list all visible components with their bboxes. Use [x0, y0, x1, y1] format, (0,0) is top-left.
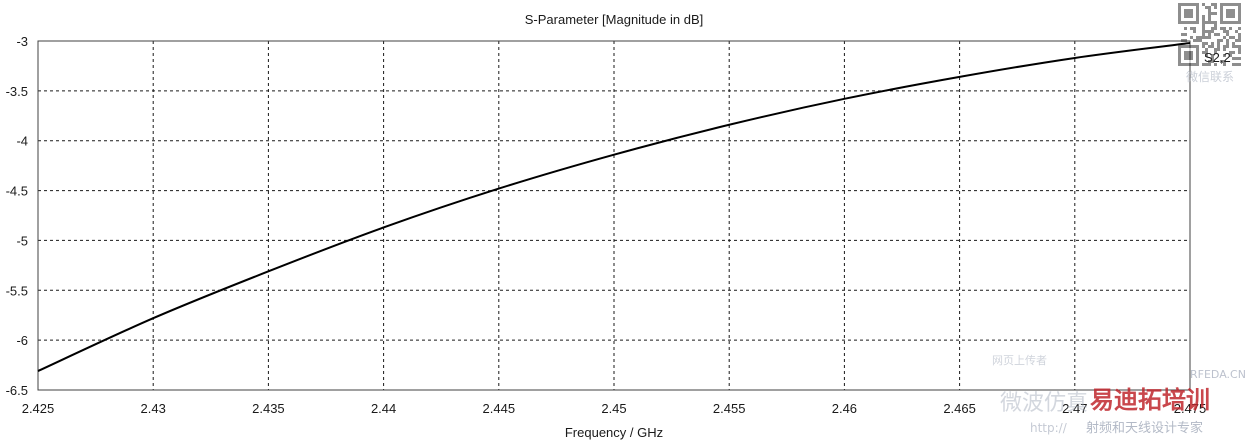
logo-watermark: 网页上传者 RFEDA.CN 微波仿真 易迪拓培训 http:// 射频和天线设… [992, 354, 1246, 436]
y-tick-label: -6 [16, 333, 28, 348]
grid [38, 41, 1190, 390]
x-axis-label: Frequency / GHz [565, 425, 663, 440]
y-tick-label: -5.5 [6, 283, 28, 298]
x-tick-label: 2.425 [22, 401, 55, 416]
x-tick-label: 2.475 [1174, 401, 1207, 416]
x-tick-label: 2.445 [483, 401, 516, 416]
x-tick-label: 2.46 [832, 401, 857, 416]
watermark-tagline: 射频和天线设计专家 [1086, 420, 1203, 436]
plot-area [37, 40, 1191, 391]
watermark-cn-small: 网页上传者 [992, 354, 1047, 367]
x-tick-label: 2.435 [252, 401, 285, 416]
watermark-brand: 易迪拓培训 [1090, 386, 1210, 414]
watermark-url: http:// [1030, 421, 1068, 435]
y-tick-label: -3 [16, 34, 28, 49]
qr-code-watermark: 微信联系 [1178, 3, 1241, 84]
qr-caption: 微信联系 [1186, 70, 1234, 84]
x-tick-label: 2.44 [371, 401, 396, 416]
series-line-s22 [37, 41, 1191, 372]
chart-title: S-Parameter [Magnitude in dB] [525, 12, 703, 27]
y-tick-label: -4.5 [6, 184, 28, 199]
x-tick-label: 2.45 [601, 401, 626, 416]
watermark-cn-script: 微波仿真 [1000, 391, 1088, 416]
y-tick-label: -5 [16, 233, 28, 248]
y-tick-label: -6.5 [6, 383, 28, 398]
series-layer: S2,2 [37, 41, 1231, 372]
x-tick-label: 2.455 [713, 401, 746, 416]
watermark-site: RFEDA.CN [1190, 368, 1246, 381]
y-tick-label: -4 [16, 134, 28, 149]
x-tick-label: 2.43 [141, 401, 166, 416]
y-axis-ticks: -3 -3.5 -4 -4.5 -5 -5.5 -6 -6.5 [6, 34, 28, 398]
x-axis-ticks: 2.425 2.43 2.435 2.44 2.445 2.45 2.455 2.46 2.46… [22, 401, 1207, 416]
x-tick-label: 2.47 [1062, 401, 1087, 416]
y-tick-label: -3.5 [6, 84, 28, 99]
x-tick-label: 2.465 [943, 401, 976, 416]
